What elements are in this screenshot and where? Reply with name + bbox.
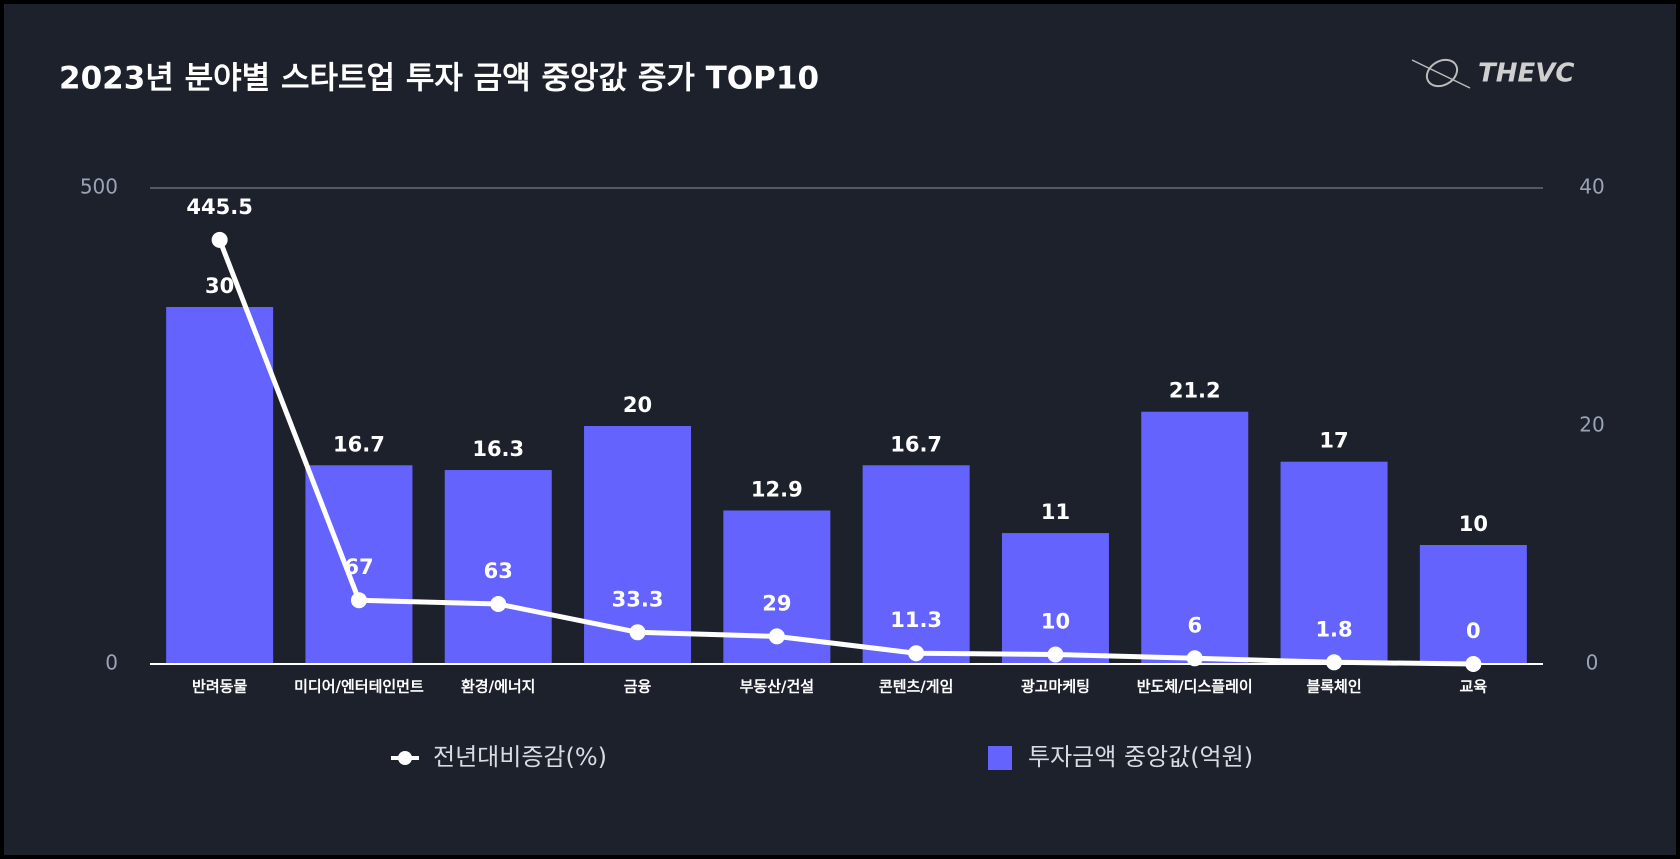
y-tick-label: 0 bbox=[105, 651, 118, 675]
line-value-label: 445.5 bbox=[186, 195, 252, 219]
x-tick-label: 콘텐츠/게임 bbox=[879, 678, 953, 696]
bar-value-label: 16.7 bbox=[890, 432, 942, 456]
bar bbox=[444, 470, 552, 664]
x-tick-label: 광고마케팅 bbox=[1021, 678, 1090, 696]
bar-value-label: 16.3 bbox=[472, 437, 524, 461]
bar-value-label: 20 bbox=[623, 393, 652, 417]
bar-value-label: 17 bbox=[1319, 429, 1348, 453]
line-value-label: 33.3 bbox=[612, 587, 664, 611]
x-tick-label: 부동산/건설 bbox=[740, 678, 814, 696]
line-value-label: 11.3 bbox=[890, 608, 942, 632]
legend-marker bbox=[398, 751, 412, 765]
line-point bbox=[211, 231, 228, 248]
logo: THEVC bbox=[1411, 59, 1574, 89]
line-value-label: 6 bbox=[1187, 613, 1202, 637]
line-value-label: 1.8 bbox=[1315, 617, 1352, 641]
bar-value-label: 12.9 bbox=[751, 477, 803, 501]
y2-tick-label: 0 bbox=[1586, 651, 1599, 675]
bar-value-label: 21.2 bbox=[1169, 379, 1221, 403]
bar bbox=[1001, 533, 1109, 664]
logo-text: THEVC bbox=[1478, 59, 1574, 89]
x-tick-label: 블록체인 bbox=[1306, 678, 1361, 696]
line-point bbox=[1186, 650, 1203, 667]
line-value-label: 29 bbox=[762, 591, 791, 615]
x-tick-label: 반려동물 bbox=[192, 678, 247, 696]
bar bbox=[305, 465, 413, 664]
x-tick-label: 미디어/엔터테인먼트 bbox=[294, 678, 424, 696]
line-value-label: 63 bbox=[484, 559, 513, 583]
x-tick-label: 교육 bbox=[1460, 678, 1488, 696]
bar bbox=[1141, 411, 1249, 664]
chart-title: 2023년 분야별 스타트업 투자 금액 중앙값 증가 TOP10 bbox=[59, 61, 819, 97]
bar bbox=[1280, 461, 1388, 664]
line-point bbox=[1326, 654, 1343, 671]
bar-value-label: 11 bbox=[1041, 500, 1070, 524]
background bbox=[4, 4, 1676, 855]
bar-value-label: 30 bbox=[205, 274, 234, 298]
line-point bbox=[908, 645, 925, 662]
x-tick-label: 환경/에너지 bbox=[461, 678, 535, 696]
y-tick-label: 500 bbox=[80, 175, 118, 199]
legend-label: 투자금액 중앙값(억원) bbox=[1028, 743, 1253, 771]
line-point bbox=[1047, 646, 1064, 663]
bar bbox=[862, 465, 970, 664]
line-value-label: 67 bbox=[344, 555, 373, 579]
line-point bbox=[629, 624, 646, 641]
line-value-label: 0 bbox=[1466, 619, 1481, 643]
line-point bbox=[768, 628, 785, 645]
x-tick-label: 금융 bbox=[624, 678, 652, 696]
bar-value-label: 16.7 bbox=[333, 432, 385, 456]
y2-tick-label: 20 bbox=[1579, 413, 1604, 437]
x-tick-label: 반도체/디스플레이 bbox=[1137, 678, 1253, 696]
y2-tick-label: 40 bbox=[1579, 175, 1604, 199]
line-point bbox=[490, 596, 507, 613]
line bbox=[217, 238, 1474, 667]
line-value-label: 10 bbox=[1041, 609, 1070, 633]
legend-marker bbox=[988, 746, 1012, 770]
line-point bbox=[350, 592, 367, 609]
bar bbox=[166, 307, 274, 664]
legend-label: 전년대비증감(%) bbox=[433, 743, 607, 771]
bar-value-label: 10 bbox=[1459, 512, 1488, 536]
bar bbox=[1419, 545, 1527, 664]
